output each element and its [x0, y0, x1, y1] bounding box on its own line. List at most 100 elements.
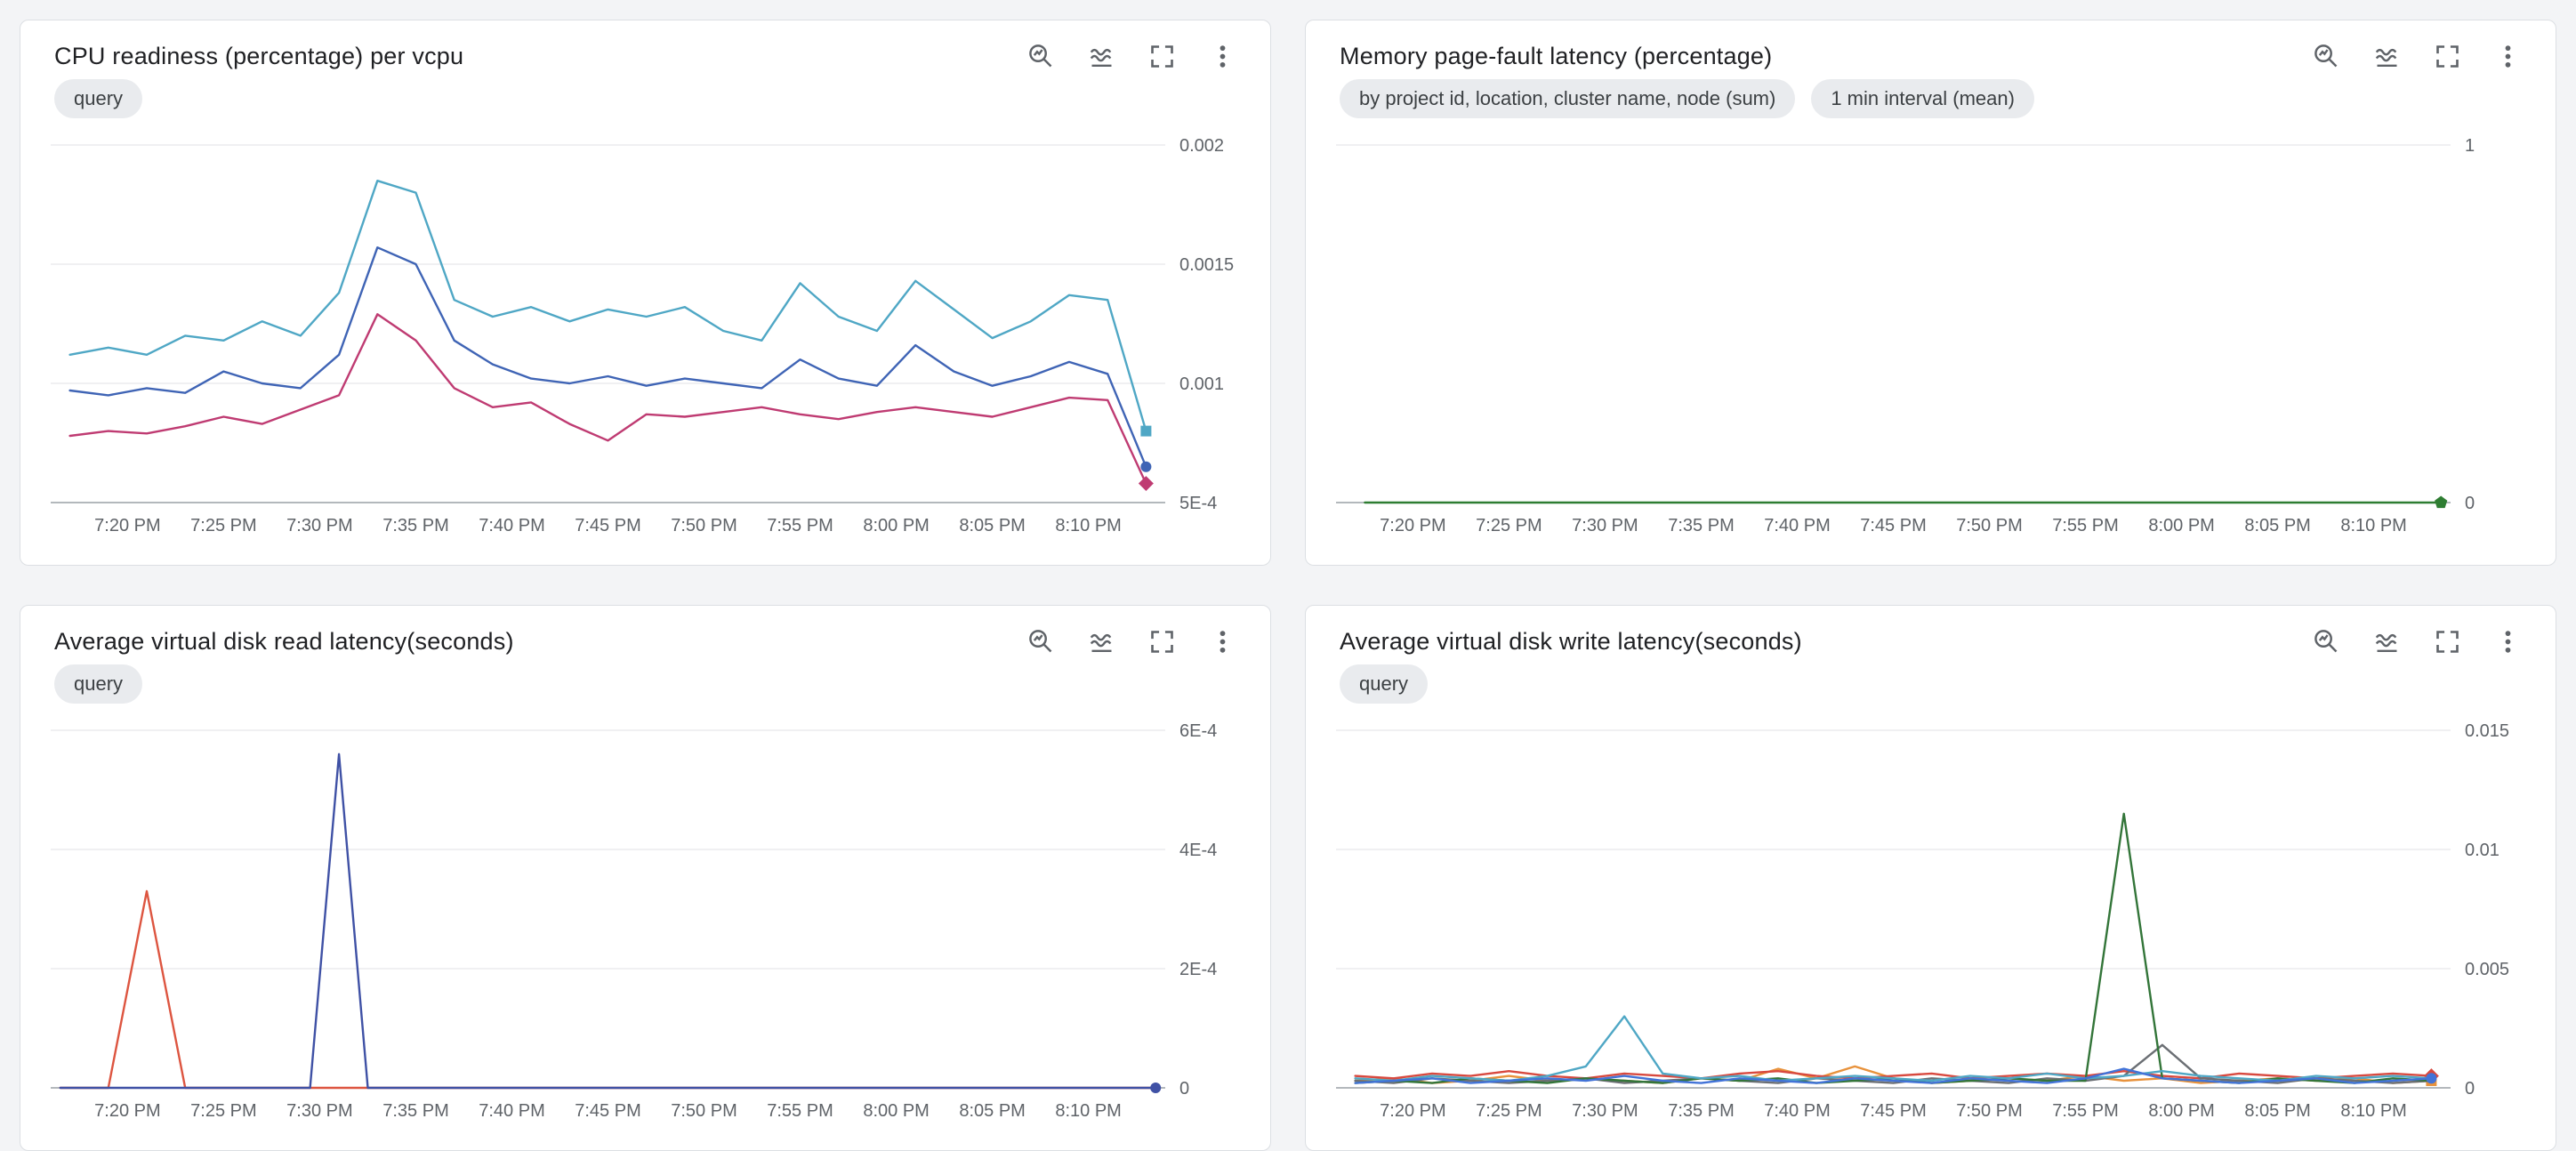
chart-title: CPU readiness (percentage) per vcpu — [54, 42, 464, 69]
svg-text:7:35 PM: 7:35 PM — [1668, 1101, 1734, 1121]
smoothing-toggle-icon[interactable] — [2363, 618, 2410, 664]
chip-row: query — [20, 76, 1270, 118]
magnifier-chart-icon[interactable] — [2303, 618, 2349, 664]
svg-text:7:45 PM: 7:45 PM — [575, 516, 640, 535]
svg-text:0.002: 0.002 — [1179, 136, 1224, 156]
svg-text:8:10 PM: 8:10 PM — [2340, 1101, 2406, 1121]
svg-text:8:05 PM: 8:05 PM — [2244, 516, 2310, 535]
magnifier-chart-icon[interactable] — [1018, 33, 1064, 79]
chart-title: Average virtual disk read latency(second… — [54, 627, 514, 655]
query-chip[interactable]: query — [1340, 664, 1429, 704]
svg-text:4E-4: 4E-4 — [1179, 841, 1217, 860]
cpu-readiness-line-chart[interactable]: 0.002 0.0015 0.001 5E-4 7:20 PM 7:25 PM 7:30 P… — [20, 118, 1270, 565]
smoothing-toggle-icon[interactable] — [2363, 33, 2410, 79]
dashboard-grid: CPU readiness (percentage) per vcpu quer… — [20, 20, 2556, 1151]
disk-write-latency-line-chart[interactable]: 0.015 0.01 0.005 0 7:20 PM 7:25 PM 7:30 PM 7:35… — [1306, 704, 2556, 1150]
svg-text:7:35 PM: 7:35 PM — [382, 1101, 448, 1121]
svg-text:7:40 PM: 7:40 PM — [1764, 1101, 1830, 1121]
chart-svg: 1 0 7:20 PM 7:25 PM 7:30 PM 7:35 PM 7:40 PM 7:4… — [1336, 136, 2475, 535]
chart-svg: 0.015 0.01 0.005 0 7:20 PM 7:25 PM 7:30 PM 7:35… — [1336, 721, 2509, 1121]
svg-text:0: 0 — [2465, 1079, 2475, 1099]
more-options-icon[interactable] — [2484, 618, 2531, 664]
chip-row: by project id, location, cluster name, n… — [1306, 76, 2556, 118]
svg-text:7:55 PM: 7:55 PM — [767, 1101, 833, 1121]
svg-text:7:20 PM: 7:20 PM — [1380, 516, 1445, 535]
more-options-icon[interactable] — [1199, 618, 1245, 664]
svg-text:6E-4: 6E-4 — [1179, 721, 1217, 741]
svg-text:7:20 PM: 7:20 PM — [94, 1101, 160, 1121]
chart-svg: 6E-4 4E-4 2E-4 0 7:20 PM 7:25 PM 7:30 PM 7:35 P… — [51, 721, 1217, 1121]
magnifier-chart-icon[interactable] — [1018, 618, 1064, 664]
svg-text:7:55 PM: 7:55 PM — [2052, 1101, 2118, 1121]
svg-text:7:25 PM: 7:25 PM — [1476, 516, 1542, 535]
card-header: Average virtual disk write latency(secon… — [1306, 606, 2556, 661]
svg-text:7:45 PM: 7:45 PM — [1860, 516, 1926, 535]
chart-toolbar — [1018, 618, 1245, 664]
chart-card-disk-write-latency: Average virtual disk write latency(secon… — [1305, 605, 2556, 1151]
svg-text:7:35 PM: 7:35 PM — [1668, 516, 1734, 535]
svg-text:8:00 PM: 8:00 PM — [863, 516, 929, 535]
expand-fullscreen-icon[interactable] — [1139, 33, 1185, 79]
card-header: Memory page-fault latency (percentage) — [1306, 20, 2556, 76]
magnifier-chart-icon[interactable] — [2303, 33, 2349, 79]
expand-fullscreen-icon[interactable] — [2424, 618, 2470, 664]
svg-text:8:10 PM: 8:10 PM — [2340, 516, 2406, 535]
svg-text:8:10 PM: 8:10 PM — [1055, 516, 1121, 535]
svg-text:7:40 PM: 7:40 PM — [479, 516, 544, 535]
svg-text:0.01: 0.01 — [2465, 841, 2500, 860]
svg-text:7:20 PM: 7:20 PM — [94, 516, 160, 535]
svg-text:7:50 PM: 7:50 PM — [1956, 516, 2022, 535]
svg-text:7:30 PM: 7:30 PM — [286, 1101, 352, 1121]
svg-text:7:25 PM: 7:25 PM — [190, 1101, 256, 1121]
svg-text:7:50 PM: 7:50 PM — [671, 1101, 737, 1121]
svg-text:7:35 PM: 7:35 PM — [382, 516, 448, 535]
chip-row: query — [20, 661, 1270, 704]
chart-area: 6E-4 4E-4 2E-4 0 7:20 PM 7:25 PM 7:30 PM 7:35 P… — [20, 704, 1270, 1150]
svg-text:8:00 PM: 8:00 PM — [863, 1101, 929, 1121]
svg-text:2E-4: 2E-4 — [1179, 960, 1217, 979]
svg-text:7:45 PM: 7:45 PM — [1860, 1101, 1926, 1121]
more-options-icon[interactable] — [1199, 33, 1245, 79]
svg-text:7:30 PM: 7:30 PM — [1572, 1101, 1638, 1121]
svg-text:0.001: 0.001 — [1179, 374, 1224, 394]
chart-area: 1 0 7:20 PM 7:25 PM 7:30 PM 7:35 PM 7:40 PM 7:4… — [1306, 118, 2556, 565]
svg-text:8:10 PM: 8:10 PM — [1055, 1101, 1121, 1121]
query-chip[interactable]: query — [54, 664, 143, 704]
svg-text:5E-4: 5E-4 — [1179, 494, 1217, 513]
more-options-icon[interactable] — [2484, 33, 2531, 79]
expand-fullscreen-icon[interactable] — [2424, 33, 2470, 79]
svg-text:7:30 PM: 7:30 PM — [1572, 516, 1638, 535]
chart-area: 0.002 0.0015 0.001 5E-4 7:20 PM 7:25 PM 7:30 P… — [20, 118, 1270, 565]
chart-area: 0.015 0.01 0.005 0 7:20 PM 7:25 PM 7:30 PM 7:35… — [1306, 704, 2556, 1150]
svg-text:7:50 PM: 7:50 PM — [1956, 1101, 2022, 1121]
chart-card-memory-page-fault: Memory page-fault latency (percentage) b… — [1305, 20, 2556, 566]
chart-title: Average virtual disk write latency(secon… — [1340, 627, 1802, 655]
groupby-chip[interactable]: by project id, location, cluster name, n… — [1340, 79, 1796, 118]
chart-toolbar — [2303, 618, 2531, 664]
svg-text:8:00 PM: 8:00 PM — [2148, 1101, 2214, 1121]
svg-text:1: 1 — [2465, 136, 2475, 156]
svg-text:7:20 PM: 7:20 PM — [1380, 1101, 1445, 1121]
svg-text:7:55 PM: 7:55 PM — [2052, 516, 2118, 535]
svg-text:8:00 PM: 8:00 PM — [2148, 516, 2214, 535]
smoothing-toggle-icon[interactable] — [1078, 33, 1124, 79]
svg-text:0: 0 — [1179, 1079, 1189, 1099]
smoothing-toggle-icon[interactable] — [1078, 618, 1124, 664]
chart-toolbar — [2303, 33, 2531, 79]
disk-read-latency-line-chart[interactable]: 6E-4 4E-4 2E-4 0 7:20 PM 7:25 PM 7:30 PM 7:35 P… — [20, 704, 1270, 1150]
query-chip[interactable]: query — [54, 79, 143, 118]
chart-title: Memory page-fault latency (percentage) — [1340, 42, 1773, 69]
svg-text:8:05 PM: 8:05 PM — [959, 1101, 1025, 1121]
svg-text:7:40 PM: 7:40 PM — [479, 1101, 544, 1121]
chart-card-disk-read-latency: Average virtual disk read latency(second… — [20, 605, 1271, 1151]
card-header: Average virtual disk read latency(second… — [20, 606, 1270, 661]
chart-toolbar — [1018, 33, 1245, 79]
svg-text:0: 0 — [2465, 494, 2475, 513]
svg-text:7:25 PM: 7:25 PM — [1476, 1101, 1542, 1121]
memory-page-fault-line-chart[interactable]: 1 0 7:20 PM 7:25 PM 7:30 PM 7:35 PM 7:40 PM 7:4… — [1306, 118, 2556, 565]
svg-text:0.015: 0.015 — [2465, 721, 2509, 741]
card-header: CPU readiness (percentage) per vcpu — [20, 20, 1270, 76]
expand-fullscreen-icon[interactable] — [1139, 618, 1185, 664]
interval-chip[interactable]: 1 min interval (mean) — [1811, 79, 2034, 118]
svg-text:7:40 PM: 7:40 PM — [1764, 516, 1830, 535]
